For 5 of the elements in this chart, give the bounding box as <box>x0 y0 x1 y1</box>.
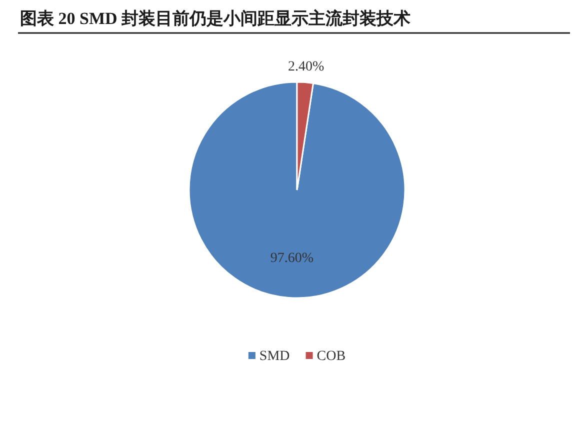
legend-label: SMD <box>259 349 290 364</box>
chart-title: 图表 20 SMD 封装目前仍是小间距显示主流封装技术 <box>20 9 411 28</box>
data-label: 97.60% <box>270 250 314 266</box>
data-label: 2.40% <box>288 59 324 74</box>
legend-label: COB <box>316 349 346 364</box>
